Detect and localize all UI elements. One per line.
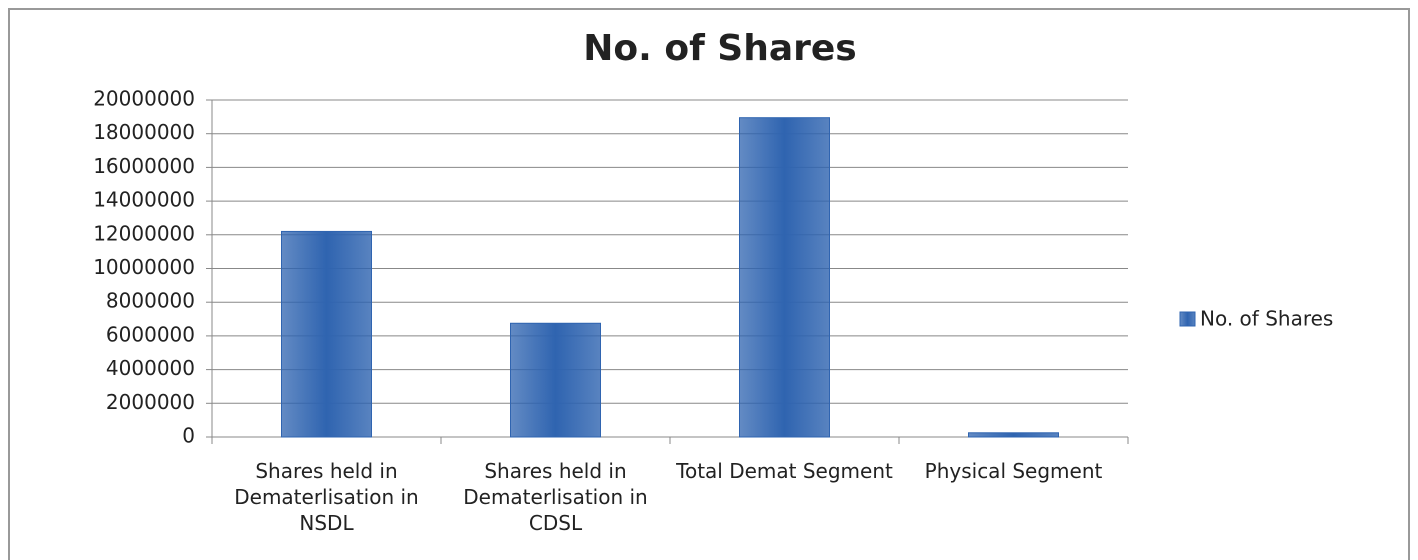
y-tick-label: 14000000 bbox=[93, 188, 195, 212]
legend-marker bbox=[1179, 311, 1196, 327]
x-tick-label: Total Demat Segment bbox=[676, 459, 893, 483]
y-tick-label: 0 bbox=[182, 424, 195, 448]
legend-label: No. of Shares bbox=[1200, 307, 1333, 331]
y-tick-label: 18000000 bbox=[93, 120, 195, 144]
y-tick-label: 16000000 bbox=[93, 154, 195, 178]
y-tick-label: 12000000 bbox=[93, 221, 195, 245]
chart-title: No. of Shares bbox=[583, 28, 856, 69]
bar bbox=[510, 322, 601, 438]
y-tick-label: 10000000 bbox=[93, 255, 195, 279]
bar bbox=[968, 432, 1059, 438]
y-tick-label: 8000000 bbox=[106, 289, 195, 313]
y-tick-label: 6000000 bbox=[106, 322, 195, 346]
y-tick-label: 4000000 bbox=[106, 356, 195, 380]
chart-frame bbox=[8, 8, 1410, 560]
x-tick-label: Shares held in Dematerlisation in NSDL bbox=[234, 459, 419, 535]
bar bbox=[739, 117, 830, 438]
x-tick-label: Physical Segment bbox=[924, 459, 1103, 483]
y-tick-label: 20000000 bbox=[93, 87, 195, 111]
x-tick-label: Shares held in Dematerlisation in CDSL bbox=[463, 459, 648, 535]
y-tick-label: 2000000 bbox=[106, 390, 195, 414]
bar bbox=[281, 230, 372, 438]
